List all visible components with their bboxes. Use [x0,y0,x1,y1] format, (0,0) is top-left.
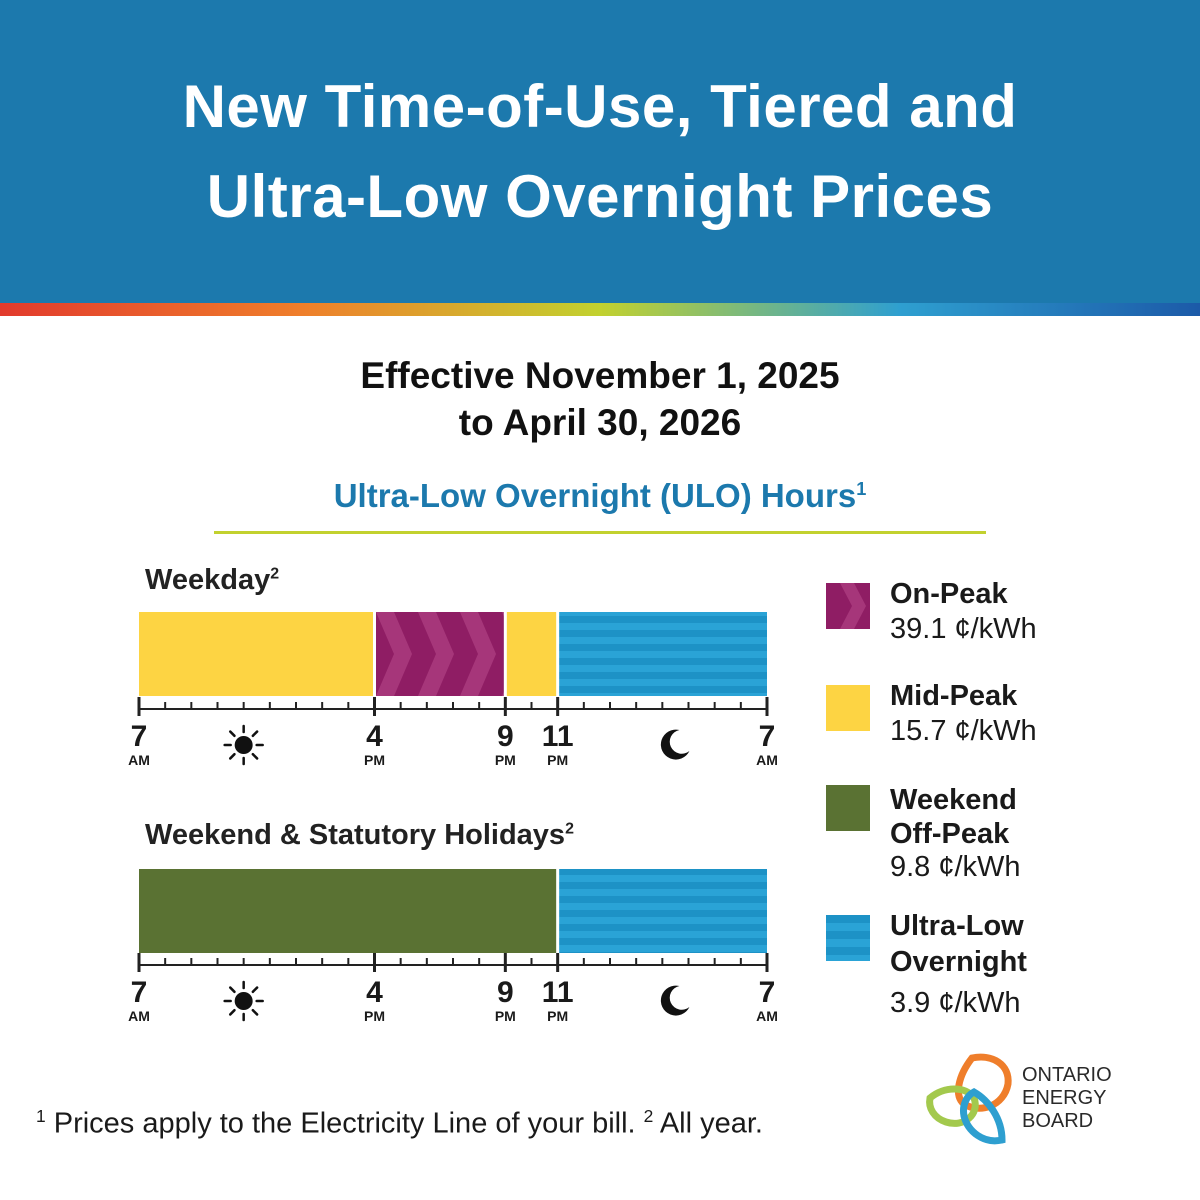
logo-line-1: ONTARIO [1022,1064,1112,1086]
weekday-label: Weekday2 [145,564,279,597]
segment-ultra-low [557,612,767,696]
moon-icon [660,729,690,760]
footnote-marker-2: 2 [643,1106,654,1126]
sun-icon [234,736,253,754]
sun-icon [234,992,253,1010]
title-line-2: Ultra-Low Overnight Prices [206,162,994,230]
tick-label-hour: 7 [759,720,776,753]
segment-on-peak [374,612,506,696]
weekend-off-peak-swatch [826,785,870,831]
tick-label-ampm: PM [495,1008,516,1024]
sun-ray [251,1008,259,1016]
on-peak-name: On-Peak [890,578,1008,610]
ultra-low-swatch [826,915,870,961]
weekend-off-peak-name-1: Weekend [890,784,1017,816]
tick-label-hour: 11 [542,976,574,1009]
title-line-1: New Time-of-Use, Tiered and [182,72,1018,140]
tick-label-hour: 11 [542,720,574,753]
footnote: 1 Prices apply to the Electricity Line o… [36,1106,763,1141]
sun-ray [251,752,259,760]
sun-ray [228,730,236,738]
tick-label-ampm: PM [547,1008,568,1024]
ulo-hours-title: Ultra-Low Overnight (ULO) Hours1 [0,477,1200,515]
effective-line-1: Effective November 1, 2025 [360,355,840,396]
ulo-title-text: Ultra-Low Overnight (ULO) Hours [333,477,857,514]
moon-icon [660,985,690,1016]
logo-mark-icon [926,1053,1012,1145]
tick-label-ampm: PM [495,752,516,768]
weekend-label: Weekend & Statutory Holidays2 [145,819,574,852]
weekday-label-text: Weekday [145,564,271,596]
footnote-text-1: Prices apply to the Electricity Line of … [53,1107,636,1140]
sun-ray [228,986,236,994]
tick-label-ampm: AM [756,752,778,768]
footnote-marker-1: 1 [36,1106,46,1126]
weekend-label-text: Weekend & Statutory Holidays [145,819,566,851]
segment-mid-peak [139,612,375,696]
ulo-title-underline [214,531,986,534]
effective-dates: Effective November 1, 2025 to April 30, … [0,352,1200,446]
effective-line-2: to April 30, 2026 [458,402,742,443]
segment-weekend-off-peak [139,869,558,953]
mid-peak-name: Mid-Peak [890,680,1018,712]
tick-label-hour: 7 [759,976,776,1009]
weekend-off-peak-price: 9.8 ¢/kWh [890,851,1021,883]
segment-mid-peak [505,612,558,696]
tick-label-ampm: AM [128,1008,150,1024]
sun-ray [228,752,236,760]
ultra-low-name-2: Overnight [890,946,1027,978]
tick-label-hour: 4 [366,720,383,753]
weekend-footnote-marker: 2 [565,820,574,838]
tick-label-hour: 9 [497,976,514,1009]
tick-label-ampm: AM [756,1008,778,1024]
logo-wordmark: ONTARIO ENERGY BOARD [1022,1064,1112,1133]
ulo-footnote-marker: 1 [856,479,867,499]
mid-peak-swatch [826,685,870,731]
tick-label-hour: 4 [366,976,383,1009]
ontario-energy-board-logo: ONTARIO ENERGY BOARD [924,1052,1134,1146]
mid-peak-price: 15.7 ¢/kWh [890,715,1037,747]
sun-ray [251,730,259,738]
segment-ultra-low [557,869,767,953]
tick-label-hour: 7 [131,720,148,753]
tick-label-hour: 7 [131,976,148,1009]
ultra-low-price: 3.9 ¢/kWh [890,987,1021,1019]
header-banner: New Time-of-Use, Tiered and Ultra-Low Ov… [0,0,1200,303]
tick-label-ampm: AM [128,752,150,768]
footnote-text-2: All year. [659,1107,763,1140]
tick-label-hour: 9 [497,720,514,753]
tick-label-ampm: PM [364,1008,385,1024]
weekday-footnote-marker: 2 [270,565,280,583]
ultra-low-name-1: Ultra-Low [890,910,1024,942]
on-peak-swatch [826,583,870,629]
logo-line-3: BOARD [1022,1110,1094,1132]
page-title: New Time-of-Use, Tiered and Ultra-Low Ov… [183,62,1018,242]
on-peak-price: 39.1 ¢/kWh [890,613,1037,645]
weekend-off-peak-name-2: Off-Peak [890,818,1010,850]
rainbow-divider [0,303,1200,316]
tick-label-ampm: PM [547,752,568,768]
tick-label-ampm: PM [364,752,385,768]
sun-ray [251,986,259,994]
logo-line-2: ENERGY [1022,1087,1107,1109]
sun-ray [228,1008,236,1016]
